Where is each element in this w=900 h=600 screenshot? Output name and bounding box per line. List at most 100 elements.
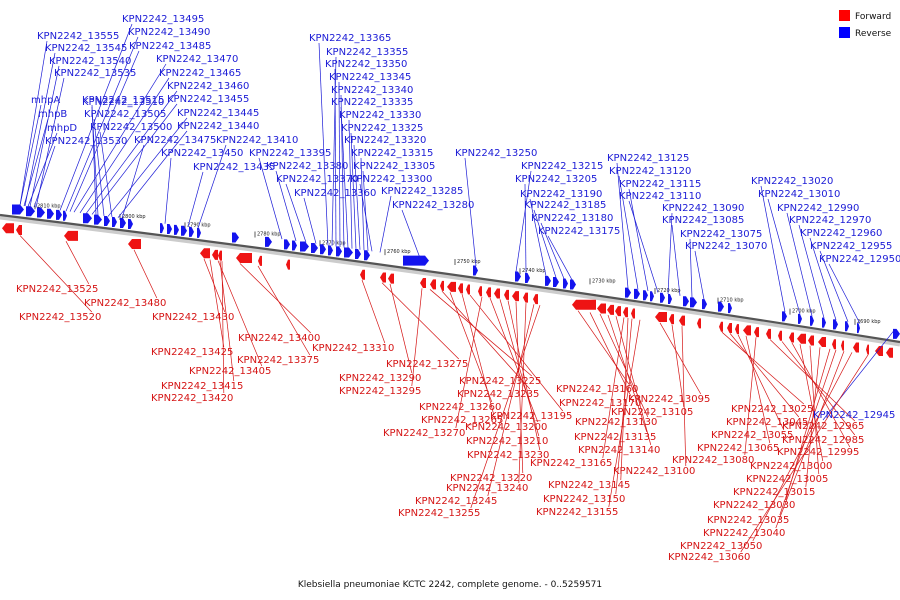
reverse-leader-line	[85, 90, 178, 214]
reverse-gene-label: KPN2242_13305	[353, 161, 435, 172]
reverse-gene-label: KPN2242_13010	[758, 189, 840, 200]
forward-gene-label: KPN2242_13065	[697, 443, 779, 454]
reverse-gene-arrow	[553, 277, 559, 288]
forward-gene-label: KPN2242_13035	[707, 515, 789, 526]
tick-label: 2700 kbp	[792, 309, 816, 315]
reverse-leader-line	[65, 36, 139, 212]
forward-gene-arrow	[466, 284, 470, 295]
reverse-gene-label: KPN2242_13370	[276, 174, 358, 185]
reverse-gene-arrow	[311, 243, 318, 254]
forward-leader-line	[487, 304, 535, 497]
forward-leader-line	[740, 354, 869, 553]
reverse-gene-label: KPN2242_13330	[339, 110, 421, 121]
reverse-gene-arrow	[328, 245, 333, 256]
forward-gene-arrow	[623, 307, 628, 318]
forward-gene-label: KPN2242_13520	[19, 312, 101, 323]
forward-gene-label: KPN2242_13480	[84, 298, 166, 309]
forward-leader-line	[615, 316, 652, 446]
forward-gene-label: KPN2242_13050	[680, 541, 762, 552]
reverse-leader-line	[117, 130, 188, 218]
reverse-leader-line	[628, 200, 659, 293]
reverse-gene-arrow	[782, 311, 787, 322]
forward-leader-line	[518, 303, 527, 484]
forward-gene-arrow	[754, 327, 759, 338]
reverse-gene-arrow	[893, 328, 900, 339]
reverse-leader-line	[19, 40, 48, 206]
forward-gene-arrow	[797, 333, 806, 344]
forward-leader-line	[470, 305, 541, 509]
forward-gene-label: KPN2242_13420	[151, 393, 233, 404]
reverse-leader-line	[27, 132, 58, 207]
forward-gene-arrow	[2, 223, 14, 234]
forward-gene-label: KPN2242_13005	[746, 474, 828, 485]
reverse-leader-line	[23, 118, 49, 207]
reverse-gene-label: KPN2242_13115	[619, 179, 701, 190]
forward-leader-line	[602, 317, 625, 459]
reverse-leader-line	[164, 157, 172, 224]
forward-leader-line	[608, 319, 641, 508]
reverse-gene-label: KPN2242_13285	[381, 186, 463, 197]
reverse-leader-line	[33, 145, 56, 208]
reverse-leader-line	[318, 42, 329, 246]
forward-gene-arrow	[212, 249, 218, 260]
reverse-leader-line	[464, 157, 477, 266]
reverse-leader-line	[107, 117, 188, 217]
forward-leader-line	[799, 344, 824, 462]
reverse-gene-arrow	[336, 246, 342, 257]
reverse-gene-arrow	[320, 244, 326, 255]
forward-gene-label: KPN2242_13220	[450, 473, 532, 484]
reverse-gene-label: KPN2242_13335	[331, 97, 413, 108]
reverse-leader-line	[547, 235, 573, 280]
forward-leader-line	[461, 293, 495, 416]
legend-reverse-label: Reverse	[855, 29, 892, 39]
reverse-gene-arrow	[625, 287, 631, 298]
forward-leader-line	[441, 290, 531, 390]
reverse-leader-line	[786, 212, 813, 317]
forward-gene-arrow	[572, 299, 596, 310]
forward-gene-label: KPN2242_13060	[668, 552, 750, 563]
reverse-gene-label: KPN2242_13085	[662, 215, 744, 226]
forward-leader-line	[671, 324, 685, 408]
reverse-gene-arrow	[660, 292, 665, 303]
forward-gene-label: KPN2242_13095	[628, 394, 710, 405]
reverse-leader-line	[59, 23, 133, 211]
reverse-leader-line	[285, 183, 307, 243]
reverse-gene-arrow	[47, 208, 54, 219]
reverse-gene-label: KPN2242_13180	[531, 213, 613, 224]
forward-gene-label: KPN2242_13525	[16, 284, 98, 295]
reverse-leader-line	[197, 144, 227, 229]
forward-gene-arrow	[886, 347, 893, 358]
reverse-gene-label: KPN2242_13125	[607, 153, 689, 164]
tick-label: 2780 kbp	[257, 232, 281, 238]
forward-gene-arrow	[853, 342, 859, 353]
forward-leader-line	[209, 259, 225, 348]
forward-gene-arrow	[697, 318, 701, 329]
reverse-gene-label: KPN2242_12950	[819, 254, 900, 265]
forward-leader-line	[469, 294, 564, 412]
forward-gene-arrow	[615, 306, 621, 317]
forward-leader-line	[455, 296, 483, 429]
forward-gene-arrow	[719, 321, 723, 332]
forward-gene-arrow	[631, 308, 635, 319]
reverse-gene-label: KPN2242_13360	[294, 188, 376, 199]
reverse-leader-line	[362, 170, 369, 251]
forward-gene-label: KPN2242_13080	[672, 455, 754, 466]
reverse-gene-arrow	[37, 207, 45, 218]
reverse-gene-label: KPN2242_13315	[351, 148, 433, 159]
reverse-gene-label: KPN2242_13535	[54, 68, 136, 79]
forward-leader-line	[221, 261, 225, 394]
forward-gene-arrow	[766, 328, 771, 339]
reverse-gene-label: KPN2242_13120	[609, 166, 691, 177]
forward-leader-line	[607, 314, 648, 433]
reverse-gene-label: KPN2242_13395	[249, 148, 331, 159]
forward-leader-line	[577, 310, 630, 385]
reverse-leader-line	[350, 132, 357, 250]
forward-gene-label: KPN2242_13195	[490, 411, 572, 422]
forward-gene-label: KPN2242_13375	[237, 355, 319, 366]
forward-gene-label: KPN2242_13405	[189, 366, 271, 377]
reverse-gene-label: KPN2242_13215	[521, 161, 603, 172]
reverse-leader-line	[379, 195, 392, 253]
forward-gene-arrow	[494, 288, 500, 299]
reverse-gene-arrow	[570, 279, 576, 290]
forward-gene-arrow	[430, 279, 436, 290]
